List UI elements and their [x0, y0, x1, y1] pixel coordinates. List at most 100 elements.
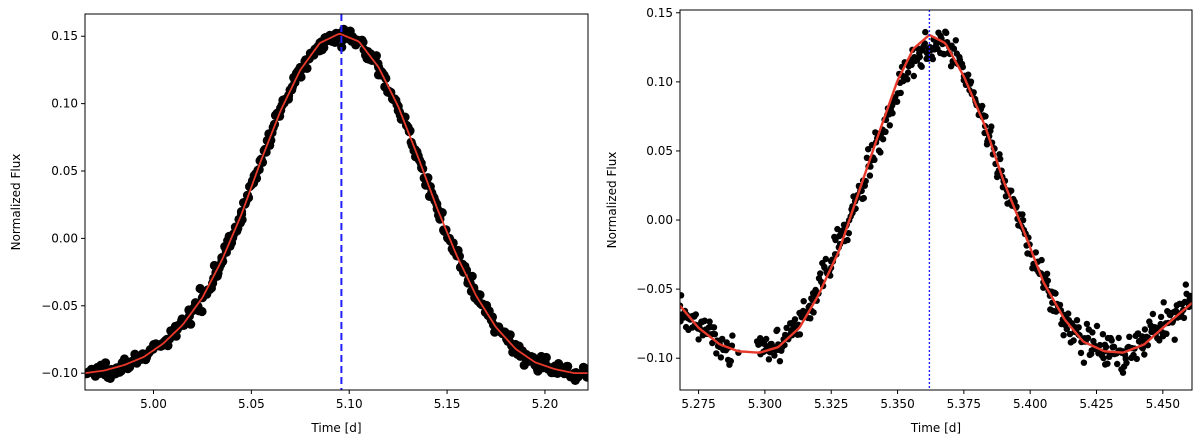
right-data-point: [729, 332, 736, 339]
right-data-point: [1080, 359, 1088, 366]
right-data-point: [1084, 334, 1092, 342]
right-data-point: [1063, 325, 1071, 333]
right-data-point: [706, 318, 713, 325]
right-data-point: [1083, 320, 1091, 328]
right-fit-line: [680, 33, 1192, 354]
right-data-point: [1038, 256, 1045, 264]
right-data-point: [776, 358, 784, 365]
right-data-point: [1073, 317, 1081, 324]
right-data-point: [1133, 355, 1141, 363]
right-data-point: [763, 335, 770, 343]
right-data-point: [879, 136, 887, 143]
left-axes-frame: [84, 13, 589, 391]
right-data-point: [1077, 349, 1085, 357]
right-data-point: [709, 339, 716, 347]
right-data-point: [1099, 331, 1107, 338]
left-y-tick-label: 0.15: [51, 29, 78, 43]
right-data-point: [1075, 324, 1082, 331]
right-data-point: [796, 331, 804, 338]
right-data-point: [692, 311, 699, 318]
right-fit-curve: [680, 33, 1192, 354]
left-data-point: [371, 51, 381, 61]
left-data-point: [197, 306, 207, 317]
right-data-point: [1043, 270, 1051, 277]
right-data-point: [1065, 310, 1072, 317]
right-data-point: [979, 102, 986, 110]
left-data-points: [85, 24, 588, 385]
left-x-axis-ticks: 5.00 5.05 5.10 5.15 5.20: [140, 390, 558, 411]
right-y-tick-label: 0.10: [646, 75, 673, 89]
right-data-point: [1060, 332, 1067, 339]
right-data-point: [810, 309, 817, 316]
right-data-point: [996, 151, 1003, 158]
right-data-point: [1156, 337, 1163, 344]
right-data-point: [1108, 337, 1115, 344]
left-x-axis-label: Time [d]: [310, 421, 361, 435]
right-x-tick-label: 5.275: [681, 397, 715, 411]
right-y-tick-label: 0.00: [646, 213, 673, 227]
right-data-point: [1104, 360, 1111, 367]
right-data-point: [897, 89, 904, 97]
left-x-tick-label: 5.10: [336, 397, 363, 411]
right-data-point: [988, 123, 995, 130]
right-y-tick-label: −0.10: [636, 351, 673, 365]
left-panel: 5.00 5.05 5.10 5.15 5.20 −0.10 −0.05 0.00 0.05 0…: [9, 13, 589, 435]
right-data-point: [908, 61, 915, 68]
right-y-tick-label: 0.15: [646, 6, 673, 20]
right-data-point: [893, 98, 901, 105]
right-data-point: [822, 255, 829, 263]
right-data-point: [1160, 299, 1167, 306]
right-data-point: [800, 298, 807, 305]
right-data-point: [916, 53, 923, 61]
right-data-point: [918, 63, 925, 70]
right-data-point: [1089, 329, 1096, 336]
right-y-axis-ticks: −0.10 −0.05 0.00 0.05 0.10 0.15: [636, 6, 680, 365]
right-data-point: [929, 55, 936, 63]
right-data-point: [1157, 313, 1165, 321]
right-data-point: [695, 336, 702, 343]
right-data-point: [1052, 290, 1059, 297]
right-data-point: [1119, 369, 1127, 376]
right-data-point: [774, 326, 781, 333]
right-data-point: [717, 354, 725, 361]
right-data-point: [866, 172, 874, 179]
right-data-point: [1110, 343, 1118, 350]
right-data-point: [1141, 351, 1148, 358]
right-data-point: [921, 40, 928, 47]
right-data-point: [1182, 281, 1190, 288]
left-data-point: [505, 330, 515, 340]
right-data-point: [1093, 322, 1101, 330]
left-data-point: [467, 271, 477, 281]
right-data-point: [710, 324, 718, 331]
right-data-point: [1100, 354, 1107, 362]
right-data-point: [1149, 310, 1157, 318]
right-data-point: [807, 315, 814, 322]
right-x-axis-ticks: 5.275 5.300 5.325 5.350 5.375 5.400 5.425 5.450: [681, 390, 1180, 411]
right-x-tick-label: 5.325: [814, 397, 848, 411]
left-y-tick-label: 0.00: [51, 231, 78, 245]
right-data-point: [882, 128, 889, 135]
right-panel: 5.275 5.300 5.325 5.350 5.375 5.400 5.425 5.450…: [605, 6, 1193, 435]
right-data-point: [860, 194, 867, 202]
left-x-tick-label: 5.20: [532, 397, 559, 411]
left-y-tick-label: 0.05: [51, 164, 78, 178]
right-data-point: [845, 230, 852, 237]
right-x-tick-label: 5.375: [947, 397, 981, 411]
left-x-tick-label: 5.00: [140, 397, 167, 411]
right-x-tick-label: 5.450: [1146, 397, 1180, 411]
right-x-tick-label: 5.400: [1013, 397, 1047, 411]
right-data-point: [1114, 360, 1121, 368]
left-plot-area: [85, 14, 588, 390]
right-data-point: [889, 110, 896, 117]
right-data-point: [771, 352, 778, 359]
right-data-point: [727, 357, 734, 365]
right-x-tick-label: 5.350: [880, 397, 914, 411]
right-data-points: [680, 28, 1192, 376]
left-y-tick-label: 0.10: [51, 97, 78, 111]
right-data-point: [1126, 333, 1133, 340]
left-y-axis-label: Normalized Flux: [9, 154, 23, 251]
left-data-point: [100, 358, 111, 368]
left-y-tick-label: −0.05: [41, 299, 78, 313]
right-data-point: [1019, 211, 1026, 218]
right-data-point: [904, 76, 911, 83]
